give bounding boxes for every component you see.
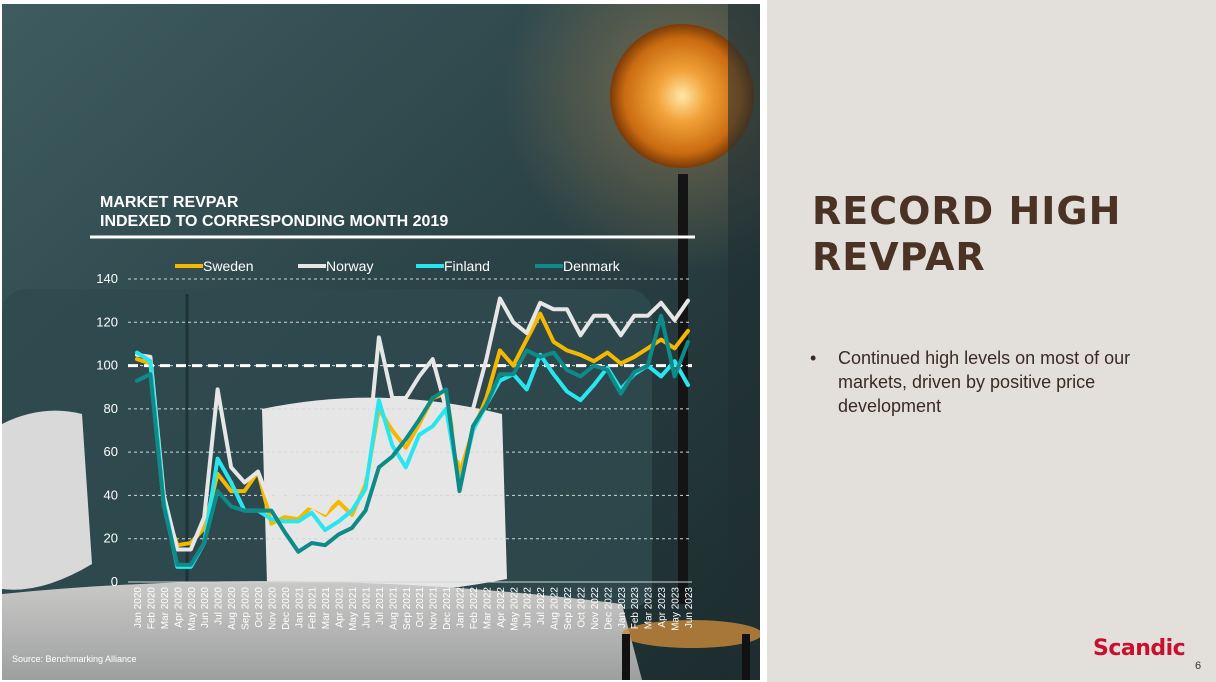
x-tick-label: May 2022 — [509, 587, 520, 631]
hotel-room-background — [2, 4, 760, 680]
x-tick-label: Jan 2021 — [294, 587, 305, 629]
x-tick-label: May 2021 — [348, 587, 359, 631]
slide-heading: RECORD HIGH REVPAR — [812, 188, 1121, 280]
source-note: Source: Benchmarking Alliance — [12, 654, 137, 664]
x-axis-tick-labels: Jan 2020 Feb 2020 Mar 2020 Apr 2020 May 2020… — [133, 587, 695, 631]
x-tick-label: Feb 2020 — [146, 587, 157, 630]
page-number: 6 — [1195, 660, 1202, 672]
hotel-room-photo — [2, 4, 760, 680]
x-tick-label: Apr 2022 — [496, 587, 507, 628]
bullet-dot: • — [810, 348, 817, 368]
chart-legend: Sweden Norway Finland Denmark — [175, 258, 621, 274]
x-tick-label: Oct 2022 — [576, 587, 587, 628]
x-tick-label: Jun 2020 — [200, 587, 211, 629]
x-tick-label: Aug 2022 — [550, 587, 561, 630]
x-tick-label: Jan 2020 — [133, 587, 144, 629]
chart-title-line2: INDEXED TO CORRESPONDING MONTH 2019 — [100, 213, 449, 230]
series-line-denmark — [135, 313, 690, 567]
x-tick-label: Nov 2022 — [590, 587, 601, 630]
x-tick-label: Dec 2020 — [281, 587, 292, 630]
y-tick-label: 0 — [111, 574, 118, 589]
series-line-sweden — [135, 311, 690, 548]
legend-label-finland: Finland — [444, 258, 490, 274]
x-tick-label: Jul 2022 — [536, 587, 547, 625]
chart-title-line1: MARKET REVPAR — [100, 194, 239, 211]
x-tick-label: Feb 2022 — [469, 587, 480, 630]
x-tick-label: Oct 2020 — [254, 587, 265, 628]
x-tick-label: Nov 2021 — [429, 587, 440, 630]
x-tick-label: May 2023 — [671, 587, 682, 631]
y-tick-label: 80 — [104, 401, 118, 416]
y-tick-label: 40 — [104, 487, 118, 502]
heading-line1: RECORD HIGH — [812, 189, 1122, 233]
x-tick-label: Mar 2021 — [321, 587, 332, 630]
x-tick-label: Oct 2021 — [415, 587, 426, 628]
x-tick-label: Aug 2021 — [388, 587, 399, 630]
chart-title: MARKET REVPAR INDEXED TO CORRESPONDING M… — [100, 193, 448, 231]
legend-label-sweden: Sweden — [203, 258, 254, 274]
x-tick-label: Nov 2020 — [267, 587, 278, 630]
x-tick-label: Dec 2021 — [442, 587, 453, 630]
scandic-logo: Scandic — [1093, 636, 1186, 661]
x-tick-label: Feb 2021 — [308, 587, 319, 630]
x-tick-label: Mar 2023 — [644, 587, 655, 630]
right-text-panel — [767, 0, 1216, 682]
x-tick-label: Jul 2021 — [375, 587, 386, 625]
y-tick-label: 20 — [104, 531, 118, 546]
x-tick-label: Jul 2020 — [214, 587, 225, 625]
legend-label-denmark: Denmark — [563, 258, 621, 274]
y-tick-label: 140 — [96, 271, 118, 286]
x-tick-label: Feb 2023 — [630, 587, 641, 630]
x-tick-label: Jan 2023 — [617, 587, 628, 629]
bullet-text: Continued high levels on most of our mar… — [838, 348, 1131, 416]
x-tick-label: Apr 2020 — [173, 587, 184, 628]
x-tick-label: Jan 2022 — [456, 587, 467, 629]
y-tick-label: 120 — [96, 314, 118, 329]
series-line-norway — [135, 296, 690, 552]
x-tick-label: Apr 2021 — [335, 587, 346, 628]
x-tick-label: Mar 2022 — [482, 587, 493, 630]
x-tick-label: Mar 2020 — [160, 587, 171, 630]
y-tick-label: 100 — [96, 358, 118, 373]
x-tick-label: Jun 2023 — [684, 587, 695, 629]
x-tick-label: Sep 2022 — [563, 587, 574, 630]
x-tick-label: Jun 2021 — [361, 587, 372, 629]
heading-line2: REVPAR — [812, 235, 986, 279]
y-axis-tick-labels: 0 20 40 60 80 100 120 140 — [96, 271, 118, 589]
x-tick-label: Dec 2022 — [603, 587, 614, 630]
bullet-list: • Continued high levels on most of our m… — [810, 346, 1190, 418]
y-tick-label: 60 — [104, 444, 118, 459]
bullet-item: • Continued high levels on most of our m… — [810, 346, 1190, 418]
series-line-finland — [135, 350, 690, 569]
legend-label-norway: Norway — [326, 258, 373, 274]
x-tick-label: May 2020 — [187, 587, 198, 631]
series-lines — [135, 296, 690, 569]
x-tick-label: Sep 2020 — [241, 587, 252, 630]
x-tick-label: Jun 2022 — [523, 587, 534, 629]
x-tick-label: Sep 2021 — [402, 587, 413, 630]
x-tick-label: Apr 2023 — [657, 587, 668, 628]
x-tick-label: Aug 2020 — [227, 587, 238, 630]
